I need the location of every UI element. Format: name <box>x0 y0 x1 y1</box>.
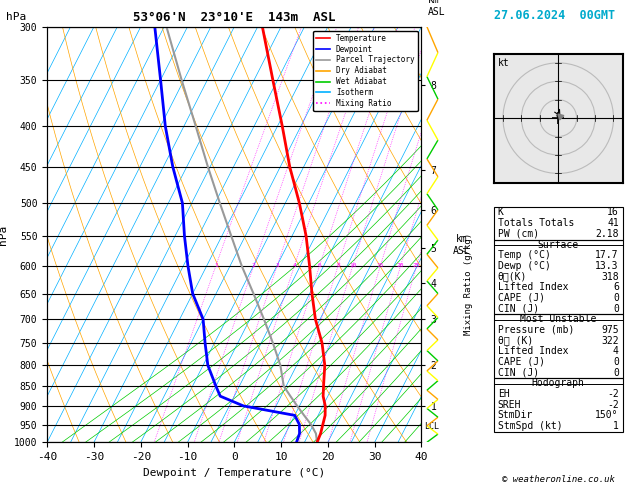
Text: Pressure (mb): Pressure (mb) <box>498 325 574 335</box>
Text: 0: 0 <box>613 357 619 367</box>
Text: 25: 25 <box>413 263 420 268</box>
Text: 15: 15 <box>377 263 384 268</box>
Text: 0: 0 <box>613 304 619 313</box>
Text: Surface: Surface <box>538 240 579 249</box>
Text: Lifted Index: Lifted Index <box>498 346 568 356</box>
Text: StmDir: StmDir <box>498 410 533 420</box>
Text: CAPE (J): CAPE (J) <box>498 293 545 303</box>
Text: PW (cm): PW (cm) <box>498 229 539 239</box>
Text: StmSpd (kt): StmSpd (kt) <box>498 421 562 431</box>
Text: EH: EH <box>498 389 509 399</box>
Text: CIN (J): CIN (J) <box>498 367 539 378</box>
Text: 150°: 150° <box>595 410 619 420</box>
Text: SREH: SREH <box>498 399 521 410</box>
Text: 6: 6 <box>613 282 619 292</box>
Text: -2: -2 <box>607 399 619 410</box>
Text: hPa: hPa <box>6 12 26 22</box>
Text: 1: 1 <box>214 263 218 268</box>
Text: Totals Totals: Totals Totals <box>498 218 574 228</box>
Y-axis label: km
ASL: km ASL <box>452 235 470 256</box>
Text: θᴇ(K): θᴇ(K) <box>498 272 527 281</box>
Bar <box>494 208 623 240</box>
Text: CAPE (J): CAPE (J) <box>498 357 545 367</box>
Text: 17.7: 17.7 <box>595 250 619 260</box>
Text: Most Unstable: Most Unstable <box>520 314 596 324</box>
Text: © weatheronline.co.uk: © weatheronline.co.uk <box>502 474 615 484</box>
Text: 0: 0 <box>613 367 619 378</box>
Y-axis label: hPa: hPa <box>0 225 8 244</box>
Text: 318: 318 <box>601 272 619 281</box>
Text: Temp (°C): Temp (°C) <box>498 250 550 260</box>
Text: km
ASL: km ASL <box>428 0 445 17</box>
Text: 4: 4 <box>292 263 296 268</box>
Text: Mixing Ratio (g/kg): Mixing Ratio (g/kg) <box>464 233 473 335</box>
X-axis label: Dewpoint / Temperature (°C): Dewpoint / Temperature (°C) <box>143 468 325 478</box>
Text: Hodograph: Hodograph <box>532 378 585 388</box>
Text: 8: 8 <box>336 263 340 268</box>
Text: 10: 10 <box>349 263 357 268</box>
Text: 4: 4 <box>613 346 619 356</box>
Text: Dewp (°C): Dewp (°C) <box>498 261 550 271</box>
Text: 0: 0 <box>613 293 619 303</box>
Text: 41: 41 <box>607 218 619 228</box>
Text: 975: 975 <box>601 325 619 335</box>
Text: Lifted Index: Lifted Index <box>498 282 568 292</box>
Bar <box>494 378 623 432</box>
Text: LCL: LCL <box>424 422 439 431</box>
Text: 13.3: 13.3 <box>595 261 619 271</box>
Text: CIN (J): CIN (J) <box>498 304 539 313</box>
Bar <box>494 314 623 378</box>
Text: 6: 6 <box>318 263 321 268</box>
Text: K: K <box>498 208 503 218</box>
Text: kt: kt <box>498 57 509 68</box>
Text: 2.18: 2.18 <box>595 229 619 239</box>
Text: 322: 322 <box>601 335 619 346</box>
Text: -2: -2 <box>607 389 619 399</box>
Bar <box>494 240 623 314</box>
Legend: Temperature, Dewpoint, Parcel Trajectory, Dry Adiabat, Wet Adiabat, Isotherm, Mi: Temperature, Dewpoint, Parcel Trajectory… <box>313 31 418 111</box>
Text: 20: 20 <box>397 263 404 268</box>
Text: 16: 16 <box>607 208 619 218</box>
Text: 1: 1 <box>613 421 619 431</box>
Text: θᴇ (K): θᴇ (K) <box>498 335 533 346</box>
Title: 53°06'N  23°10'E  143m  ASL: 53°06'N 23°10'E 143m ASL <box>133 11 335 24</box>
Text: 27.06.2024  00GMT  (Base: 06): 27.06.2024 00GMT (Base: 06) <box>494 9 629 22</box>
Text: 3: 3 <box>276 263 279 268</box>
Text: 2: 2 <box>252 263 255 268</box>
